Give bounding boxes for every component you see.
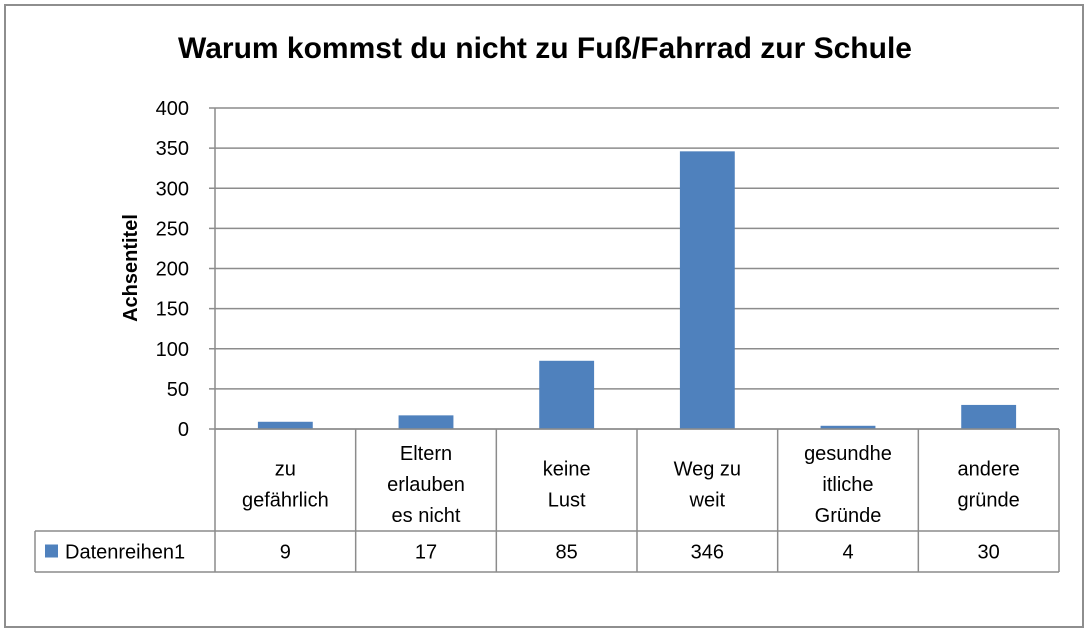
bar [257,421,313,429]
gridlines [209,107,1059,572]
data-label: 17 [415,542,437,564]
y-tick-label: 0 [178,419,189,441]
bar [539,360,595,429]
legend-swatch [45,544,58,558]
data-label: 4 [842,542,853,564]
x-tick-label: Eltern erlauben es nicht [387,443,465,527]
y-tick-label: 350 [156,138,189,160]
x-tick-label: Weg zu weit [674,459,741,512]
bar [961,404,1017,429]
legend-label: Datenreihen1 [65,542,185,564]
data-label: 85 [556,542,578,564]
chart-title: Warum kommst du nicht zu Fuß/Fahrrad zur… [178,32,912,65]
y-axis-ticks: 0 50 100 150 200 250 300 350 400 [156,98,189,441]
data-label: 346 [691,542,724,564]
y-tick-label: 100 [156,339,189,361]
bar [679,151,735,429]
y-tick-label: 250 [156,218,189,240]
bar [820,425,876,429]
x-tick-label: andere gründe [958,459,1020,512]
y-tick-label: 150 [156,299,189,321]
x-tick-label: zu gefährlich [242,459,329,512]
y-axis-label: Achsentitel [120,214,142,322]
x-tick-label: keine Lust [543,459,591,512]
y-tick-label: 50 [167,379,189,401]
y-tick-label: 200 [156,259,189,281]
data-label: 9 [280,542,291,564]
data-label: 30 [978,542,1000,564]
data-table: zu gefährlich Eltern erlauben es nicht keine L… [34,428,1060,573]
y-tick-label: 400 [156,98,189,120]
y-tick-label: 300 [156,178,189,200]
x-tick-label: gesundhe itliche Gründe [804,443,892,527]
bar [398,415,454,429]
bars [257,151,1017,429]
